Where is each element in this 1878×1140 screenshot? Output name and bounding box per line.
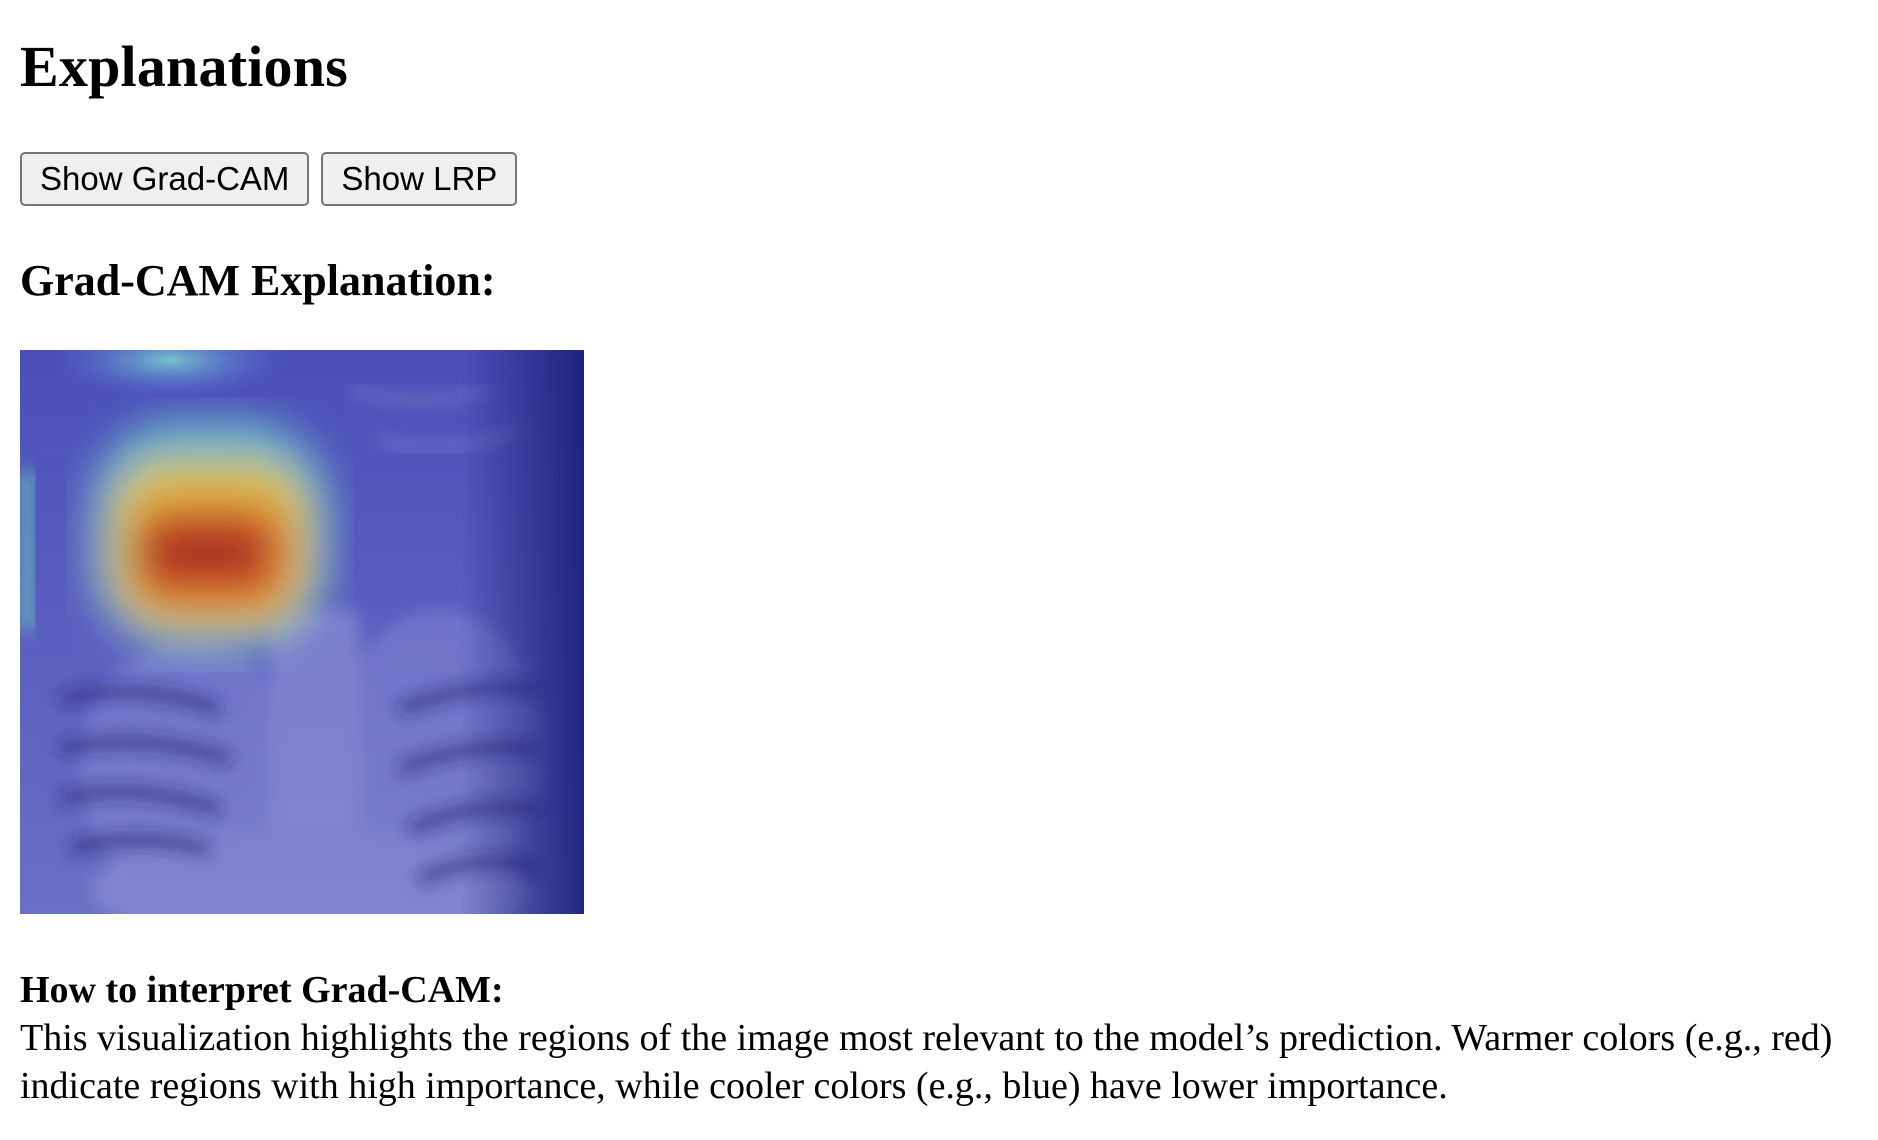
interpretation-block: How to interpret Grad-CAM: This visualiz…	[20, 966, 1870, 1110]
interpretation-label: How to interpret Grad-CAM:	[20, 969, 504, 1011]
page-container: Explanations Show Grad-CAM Show LRP Grad…	[20, 34, 1870, 1110]
show-gradcam-button[interactable]: Show Grad-CAM	[20, 152, 310, 206]
page-title: Explanations	[20, 34, 348, 99]
button-row: Show Grad-CAM Show LRP	[20, 152, 1858, 206]
section-title: Grad-CAM Explanation:	[20, 256, 496, 305]
gradcam-heatmap-image	[20, 350, 584, 914]
interpretation-text: This visualization highlights the region…	[20, 1017, 1833, 1107]
show-lrp-button[interactable]: Show LRP	[321, 152, 518, 206]
